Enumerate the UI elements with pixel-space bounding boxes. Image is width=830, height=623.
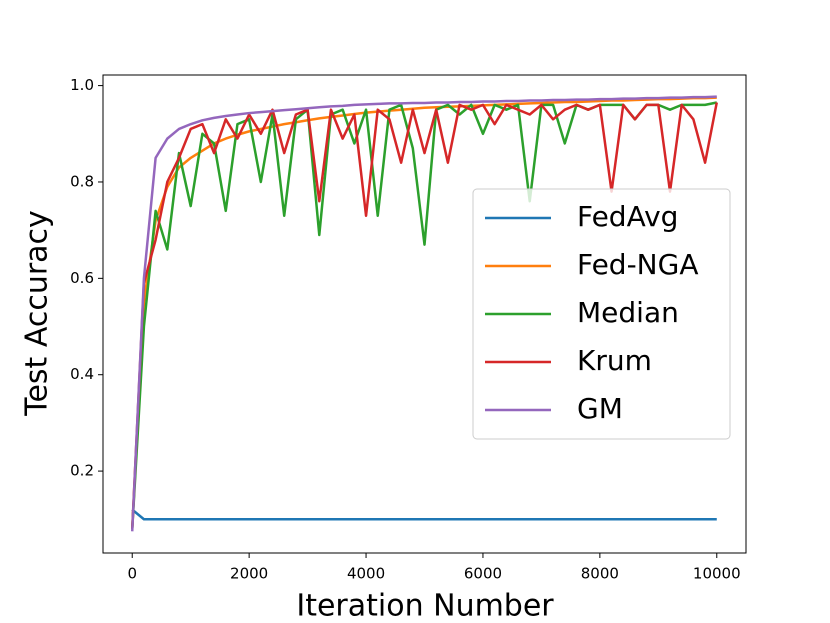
plot-frame [102, 74, 747, 554]
legend-label: GM [577, 392, 623, 425]
series-line [130, 101, 718, 529]
x-tick-label: 2000 [230, 565, 268, 583]
y-tick-label: 0.2 [70, 462, 94, 480]
legend-box [472, 188, 731, 440]
x-tick-label: 6000 [464, 565, 502, 583]
x-tick-label: 0 [127, 565, 137, 583]
x-tick-label: 8000 [581, 565, 619, 583]
y-tick-label: 1.0 [70, 76, 94, 94]
legend-label: FedAvg [577, 200, 678, 233]
legend-label: Fed-NGA [577, 248, 698, 281]
y-axis-label: Test Accuracy [20, 210, 55, 417]
series-line [130, 102, 718, 529]
x-tick-label: 10000 [693, 565, 741, 583]
y-tick-label: 0.6 [70, 269, 94, 287]
y-tick-label: 0.8 [70, 172, 94, 190]
x-axis-label: Iteration Number [296, 589, 554, 623]
x-tick-label: 4000 [347, 565, 385, 583]
series-line [130, 95, 717, 532]
legend-label: Krum [577, 344, 652, 377]
series-line [130, 96, 717, 529]
y-tick-label: 0.4 [70, 365, 94, 383]
legend-label: Median [577, 296, 679, 329]
series-line [131, 508, 717, 521]
